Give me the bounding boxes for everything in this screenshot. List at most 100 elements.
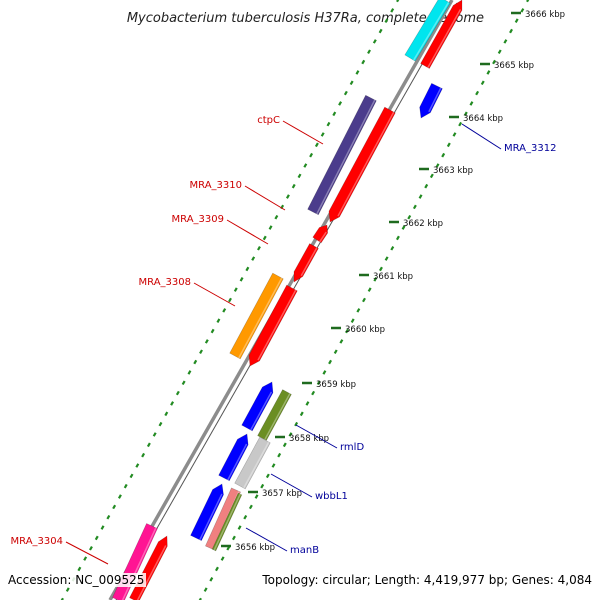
inner-ring-dot xyxy=(237,525,242,530)
inner-ring-dot xyxy=(282,442,287,448)
outer-ring-dot xyxy=(378,28,383,34)
inner-ring-dot xyxy=(260,483,265,489)
outer-ring-dot xyxy=(291,183,296,189)
gene-label[interactable]: MRA_3310 xyxy=(190,180,242,191)
outer-ring-dot xyxy=(117,494,122,499)
outer-ring-dot xyxy=(257,245,261,251)
outer-ring-dot xyxy=(187,370,192,375)
inner-ring-dot xyxy=(265,473,270,479)
inner-ring-dot xyxy=(254,494,259,499)
inner-ring-dot xyxy=(469,101,474,106)
inner-ring-dot xyxy=(271,463,276,468)
inner-ring-dot xyxy=(248,504,253,510)
outer-ring-dot xyxy=(193,359,198,365)
feature-red-gene-long xyxy=(328,106,396,223)
inner-ring-dot xyxy=(373,277,378,282)
outer-ring-dot xyxy=(152,432,157,437)
inner-ring-dot xyxy=(475,90,480,96)
inner-ring-dot xyxy=(294,421,299,427)
feature-olive-gene-1 xyxy=(257,389,292,441)
outer-ring-dot xyxy=(285,194,290,199)
gene-label-leader xyxy=(244,185,286,211)
inner-ring-dot xyxy=(328,359,333,365)
inner-ring-dot xyxy=(203,587,208,592)
gene-label-leader xyxy=(282,120,324,145)
outer-ring-dot xyxy=(239,277,244,282)
outer-ring-dot xyxy=(135,463,140,468)
gene-label[interactable]: MRA_3309 xyxy=(172,214,224,225)
inner-ring-dot xyxy=(288,432,293,437)
gene-label[interactable]: manB xyxy=(290,545,319,556)
feature-blue-gene-3 xyxy=(190,483,224,542)
outer-ring-dot xyxy=(314,142,319,148)
gene-labels: ctpC MRA_3310 MRA_3309 MRA_3308 MRA_3304 MRA_… xyxy=(11,115,556,565)
gene-label-leader xyxy=(295,424,338,449)
feature-red-gene-3308 xyxy=(248,284,298,367)
inner-ring-dot xyxy=(435,163,440,168)
gene-label[interactable]: wbbL1 xyxy=(315,491,348,502)
inner-ring-dot xyxy=(390,245,395,251)
gene-label[interactable]: ctpC xyxy=(257,115,280,126)
inner-ring-dot xyxy=(339,339,344,344)
feature-cyan-bar-highlight xyxy=(412,1,450,61)
gene-label[interactable]: rmlD xyxy=(340,442,364,453)
outer-ring-dot xyxy=(77,566,82,572)
gene-label[interactable]: MRA_3312 xyxy=(504,143,556,154)
kbp-tick-label: 3663 kbp xyxy=(433,166,473,176)
inner-ring-dot xyxy=(231,535,236,541)
outer-ring-dot xyxy=(274,214,279,220)
gene-label[interactable]: MRA_3304 xyxy=(11,536,63,547)
feature-navy-ctpC-gene xyxy=(307,94,377,216)
outer-ring-dot xyxy=(390,8,395,13)
gene-label-leader xyxy=(65,541,109,565)
feature-gray-gene xyxy=(234,436,271,490)
inner-ring-dot xyxy=(220,556,225,561)
outer-ring-dot xyxy=(89,545,93,551)
inner-ring-dot xyxy=(277,452,282,458)
outer-ring-dot xyxy=(83,556,88,561)
feature-blue-gene-1 xyxy=(241,381,274,432)
inner-ring-dot xyxy=(463,111,468,117)
kbp-tick-label: 3662 kbp xyxy=(403,219,443,229)
outer-ring-dot xyxy=(349,80,354,86)
outer-ring-dot xyxy=(262,235,267,241)
inner-ring-dot xyxy=(209,577,214,582)
inner-ring-dot xyxy=(520,8,525,13)
feature-cyan-bar xyxy=(404,0,451,62)
outer-ring-dot xyxy=(204,339,209,344)
feature-blue-gene-2-highlight xyxy=(227,443,248,481)
gene-label[interactable]: MRA_3308 xyxy=(139,277,191,288)
outer-ring-dot xyxy=(361,59,366,65)
inner-ring-dot xyxy=(299,411,304,417)
gene-label-leader xyxy=(270,473,313,498)
outer-ring-dot xyxy=(251,256,256,261)
inner-ring-dot xyxy=(503,39,508,44)
outer-ring-dot xyxy=(384,18,389,23)
outer-ring-dot xyxy=(129,473,134,479)
inner-ring-dot xyxy=(345,328,349,334)
inner-dotted-ring xyxy=(198,0,530,600)
outer-ring-dot xyxy=(141,452,146,458)
inner-ring-dot xyxy=(497,49,502,55)
feature-red-gene-3309-highlight xyxy=(300,247,318,277)
inner-ring-dot xyxy=(424,183,429,189)
outer-ring-dot xyxy=(228,297,232,303)
outer-ring-dot xyxy=(65,587,70,592)
outer-ring-dot xyxy=(297,173,302,179)
inner-ring-dot xyxy=(480,80,485,86)
outer-ring-dot xyxy=(355,70,360,75)
feature-orange-gene xyxy=(229,272,284,360)
feature-olive-gene-1-highlight xyxy=(264,393,291,440)
inner-ring-dot xyxy=(401,225,406,230)
inner-ring-dot xyxy=(395,235,400,241)
inner-ring-dot xyxy=(305,401,310,406)
outer-ring-dot xyxy=(216,318,221,323)
feature-olive-gene-2-highlight xyxy=(213,493,241,551)
outer-ring-dot xyxy=(199,349,203,355)
inner-ring-dot xyxy=(441,152,446,158)
outer-ring-dot xyxy=(210,328,215,334)
inner-ring-dot xyxy=(333,349,338,355)
kbp-tick-labels: 3656 kbp 3657 kbp 3658 kbp 3659 kbp 3660 kbp… xyxy=(221,10,565,553)
inner-ring-dot xyxy=(452,132,457,137)
